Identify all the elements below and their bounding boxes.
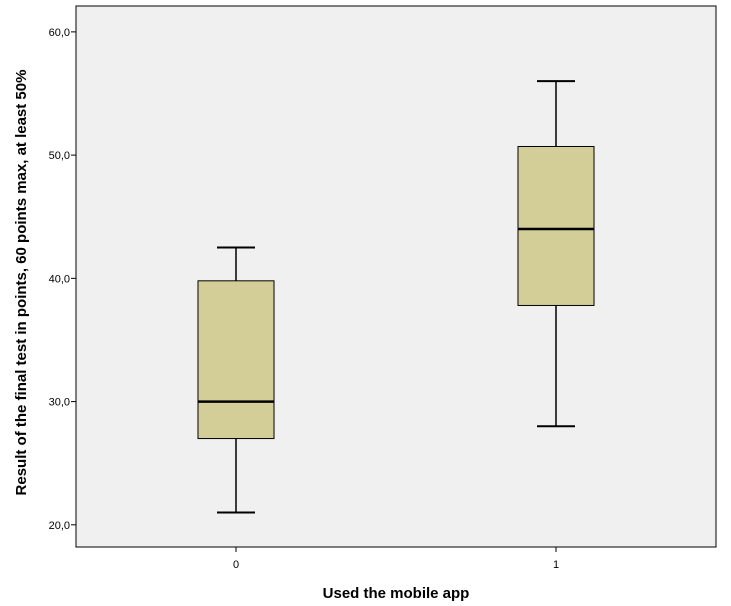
y-tick-label: 60,0	[49, 27, 70, 39]
box-group	[197, 246, 275, 514]
y-axis-title: Result of the final test in points, 60 p…	[13, 70, 30, 496]
y-tick-label: 50,0	[49, 150, 70, 162]
x-tick-label: 0	[233, 559, 239, 571]
plot-area	[75, 5, 717, 548]
iqr-box	[517, 145, 595, 306]
boxes-group	[197, 80, 595, 514]
y-tick-label: 40,0	[49, 273, 70, 285]
y-tick-label: 20,0	[49, 520, 70, 532]
y-tick-label: 30,0	[49, 397, 70, 409]
y-axis: 20,0 30,0 40,0 50,0 60,0	[49, 27, 76, 532]
iqr-box	[197, 280, 275, 440]
x-axis-title: Used the mobile app	[323, 585, 470, 602]
x-tick-label: 1	[553, 559, 559, 571]
box-group	[517, 80, 595, 428]
